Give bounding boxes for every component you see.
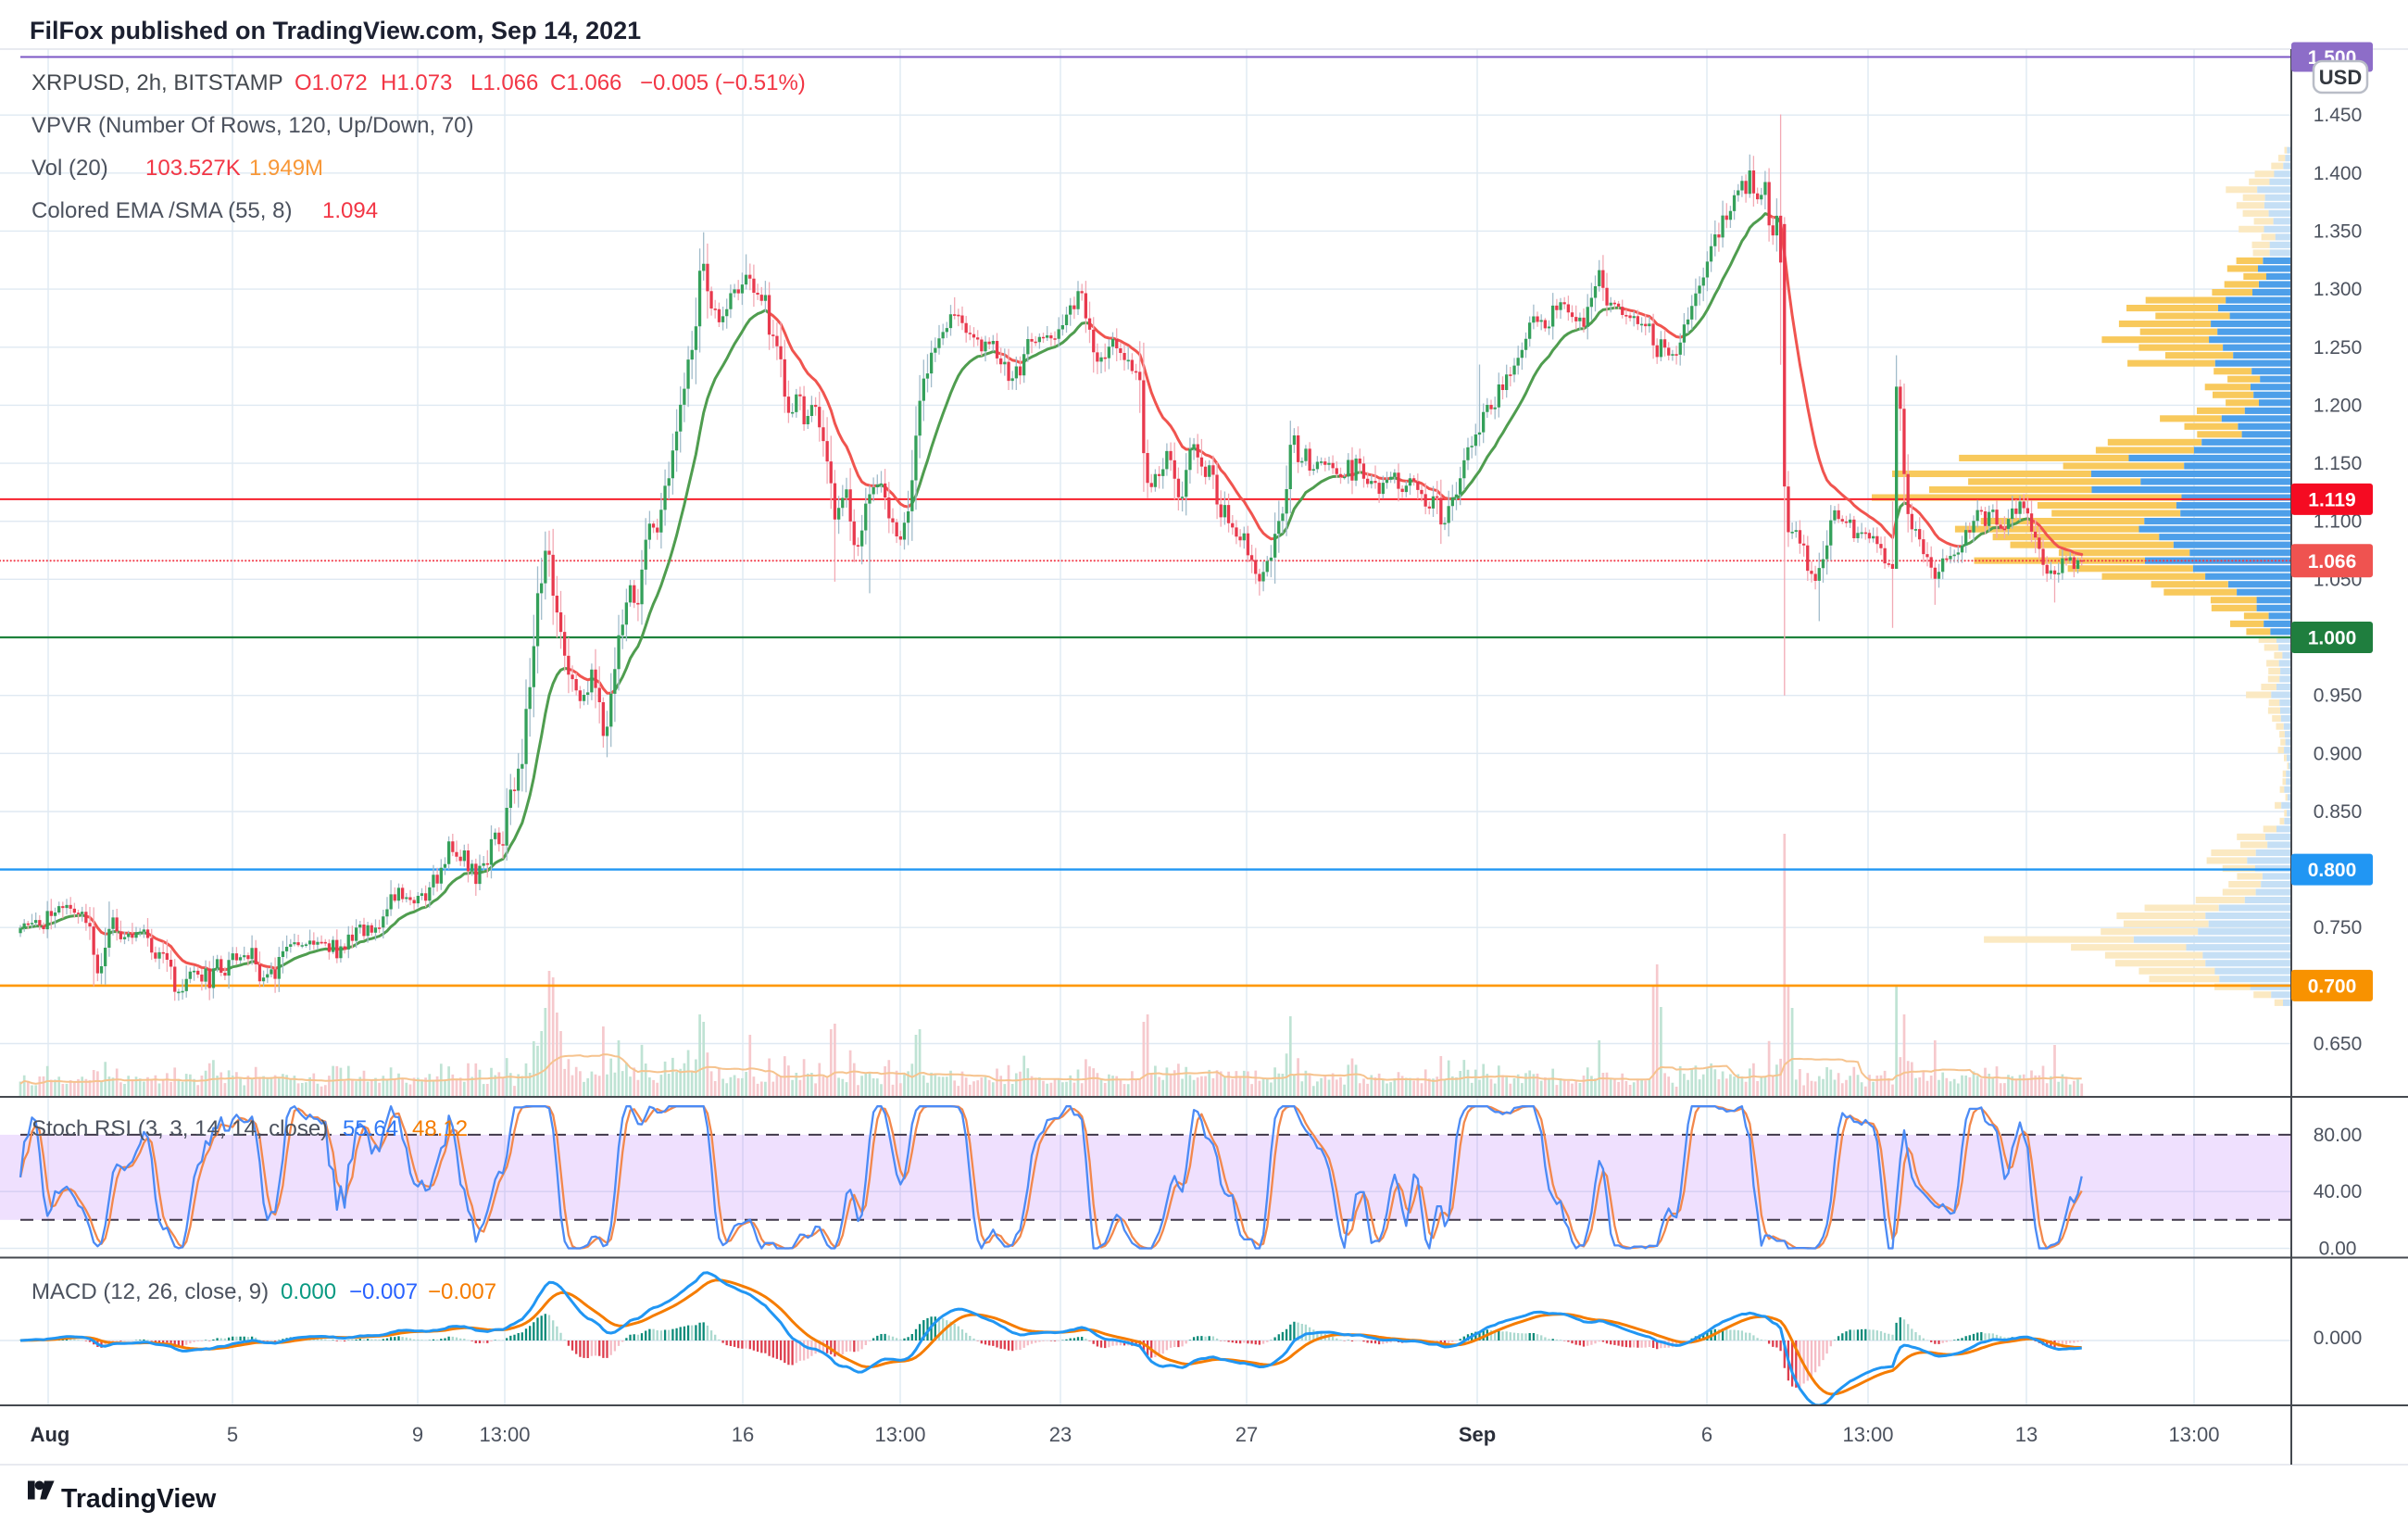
svg-text:TradingView: TradingView bbox=[61, 1484, 217, 1514]
svg-text:13:00: 13:00 bbox=[2168, 1423, 2219, 1446]
svg-text:13:00: 13:00 bbox=[1842, 1423, 1893, 1446]
svg-text:0.950: 0.950 bbox=[2314, 686, 2363, 707]
svg-text:1.450: 1.450 bbox=[2314, 105, 2363, 126]
svg-text:1.350: 1.350 bbox=[2314, 220, 2363, 242]
svg-text:1.100: 1.100 bbox=[2314, 511, 2363, 533]
svg-text:1.949M: 1.949M bbox=[249, 156, 323, 181]
svg-text:1.094: 1.094 bbox=[322, 198, 378, 223]
svg-text:Vol (20): Vol (20) bbox=[31, 156, 108, 181]
svg-text:16: 16 bbox=[732, 1423, 754, 1446]
svg-text:−0.005 (−0.51%): −0.005 (−0.51%) bbox=[640, 70, 806, 95]
svg-text:0.850: 0.850 bbox=[2314, 801, 2363, 823]
svg-text:9: 9 bbox=[412, 1423, 423, 1446]
svg-text:XRPUSD, 2h, BITSTAMP: XRPUSD, 2h, BITSTAMP bbox=[31, 70, 283, 95]
svg-text:40.00: 40.00 bbox=[2314, 1181, 2363, 1202]
svg-text:27: 27 bbox=[1235, 1423, 1258, 1446]
svg-text:0.000: 0.000 bbox=[281, 1279, 336, 1304]
svg-text:−0.007: −0.007 bbox=[349, 1279, 418, 1304]
svg-text:MACD (12, 26, close, 9): MACD (12, 26, close, 9) bbox=[31, 1279, 269, 1304]
svg-text:Sep: Sep bbox=[1459, 1423, 1496, 1446]
svg-text:Colored EMA /SMA (55, 8): Colored EMA /SMA (55, 8) bbox=[31, 198, 292, 223]
svg-text:48.12: 48.12 bbox=[412, 1116, 468, 1141]
svg-text:USD: USD bbox=[2319, 66, 2362, 89]
svg-text:1.150: 1.150 bbox=[2314, 453, 2363, 474]
svg-text:55.64: 55.64 bbox=[343, 1116, 398, 1141]
svg-text:L1.066: L1.066 bbox=[470, 70, 538, 95]
svg-text:0.700: 0.700 bbox=[2308, 975, 2357, 997]
svg-text:1.250: 1.250 bbox=[2314, 337, 2363, 359]
svg-text:O1.072: O1.072 bbox=[295, 70, 368, 95]
svg-text:1.066: 1.066 bbox=[2308, 551, 2357, 573]
svg-text:Aug: Aug bbox=[31, 1423, 70, 1446]
svg-text:6: 6 bbox=[1701, 1423, 1712, 1446]
svg-text:80.00: 80.00 bbox=[2314, 1125, 2363, 1146]
svg-text:5: 5 bbox=[227, 1423, 238, 1446]
svg-text:13:00: 13:00 bbox=[874, 1423, 925, 1446]
svg-text:0.000: 0.000 bbox=[2314, 1328, 2363, 1349]
svg-text:1.300: 1.300 bbox=[2314, 279, 2363, 300]
svg-text:Stoch RSI (3, 3, 14, 14, close: Stoch RSI (3, 3, 14, 14, close) bbox=[31, 1116, 328, 1141]
svg-text:1.200: 1.200 bbox=[2314, 395, 2363, 416]
svg-text:1.119: 1.119 bbox=[2308, 489, 2355, 510]
svg-text:0.650: 0.650 bbox=[2314, 1034, 2363, 1055]
svg-text:FilFox published on TradingVie: FilFox published on TradingView.com, Sep… bbox=[30, 17, 641, 44]
svg-text:0.750: 0.750 bbox=[2314, 917, 2363, 938]
svg-text:13:00: 13:00 bbox=[479, 1423, 530, 1446]
svg-text:1.400: 1.400 bbox=[2314, 163, 2363, 184]
svg-text:103.527K: 103.527K bbox=[145, 156, 241, 181]
svg-text:−0.007: −0.007 bbox=[428, 1279, 496, 1304]
svg-text:13: 13 bbox=[2015, 1423, 2038, 1446]
svg-text:0.00: 0.00 bbox=[2319, 1239, 2357, 1260]
svg-text:0.800: 0.800 bbox=[2308, 860, 2357, 881]
svg-text:23: 23 bbox=[1049, 1423, 1072, 1446]
svg-text:VPVR (Number Of Rows, 120, Up/: VPVR (Number Of Rows, 120, Up/Down, 70) bbox=[31, 113, 474, 138]
svg-text:0.900: 0.900 bbox=[2314, 743, 2363, 764]
svg-text:C1.066: C1.066 bbox=[550, 70, 621, 95]
svg-text:H1.073: H1.073 bbox=[381, 70, 452, 95]
svg-text:1.000: 1.000 bbox=[2308, 628, 2357, 649]
